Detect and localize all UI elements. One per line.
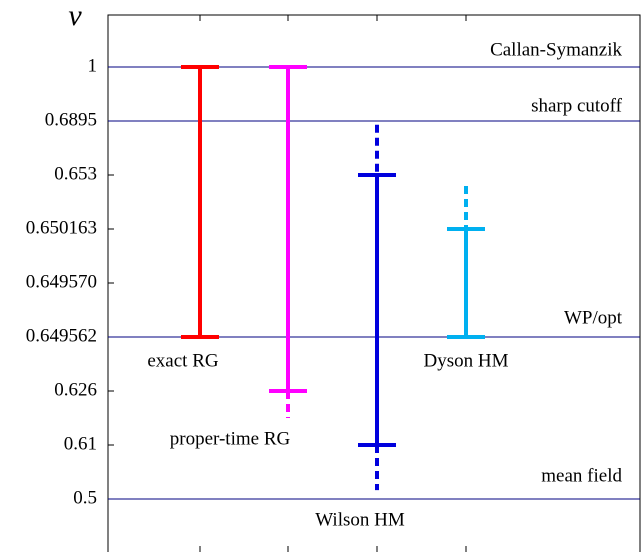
y-tick-label: 0.653 xyxy=(54,163,97,184)
y-tick-label: 0.649570 xyxy=(26,271,97,292)
series-label: Dyson HM xyxy=(424,350,509,371)
reference-label: WP/opt xyxy=(564,307,623,328)
y-tick-label: 0.649562 xyxy=(26,325,97,346)
reference-label: mean field xyxy=(541,465,622,486)
reference-label: sharp cutoff xyxy=(531,95,623,116)
series-label: proper-time RG xyxy=(170,428,291,449)
series-label: exact RG xyxy=(147,350,219,371)
y-tick-label: 0.5 xyxy=(73,487,97,508)
y-tick-label: 0.626 xyxy=(54,379,97,400)
y-tick-label: 1 xyxy=(88,55,98,76)
series-label: Wilson HM xyxy=(315,509,405,530)
reference-label: Callan-Symanzik xyxy=(490,39,622,60)
y-tick-label: 0.6895 xyxy=(45,109,97,130)
plot-frame xyxy=(107,14,641,552)
y-tick-label: 0.650163 xyxy=(26,217,97,238)
y-tick-label: 0.61 xyxy=(64,433,97,454)
x-ticks xyxy=(199,15,467,552)
y-axis-label: ν xyxy=(68,0,82,32)
